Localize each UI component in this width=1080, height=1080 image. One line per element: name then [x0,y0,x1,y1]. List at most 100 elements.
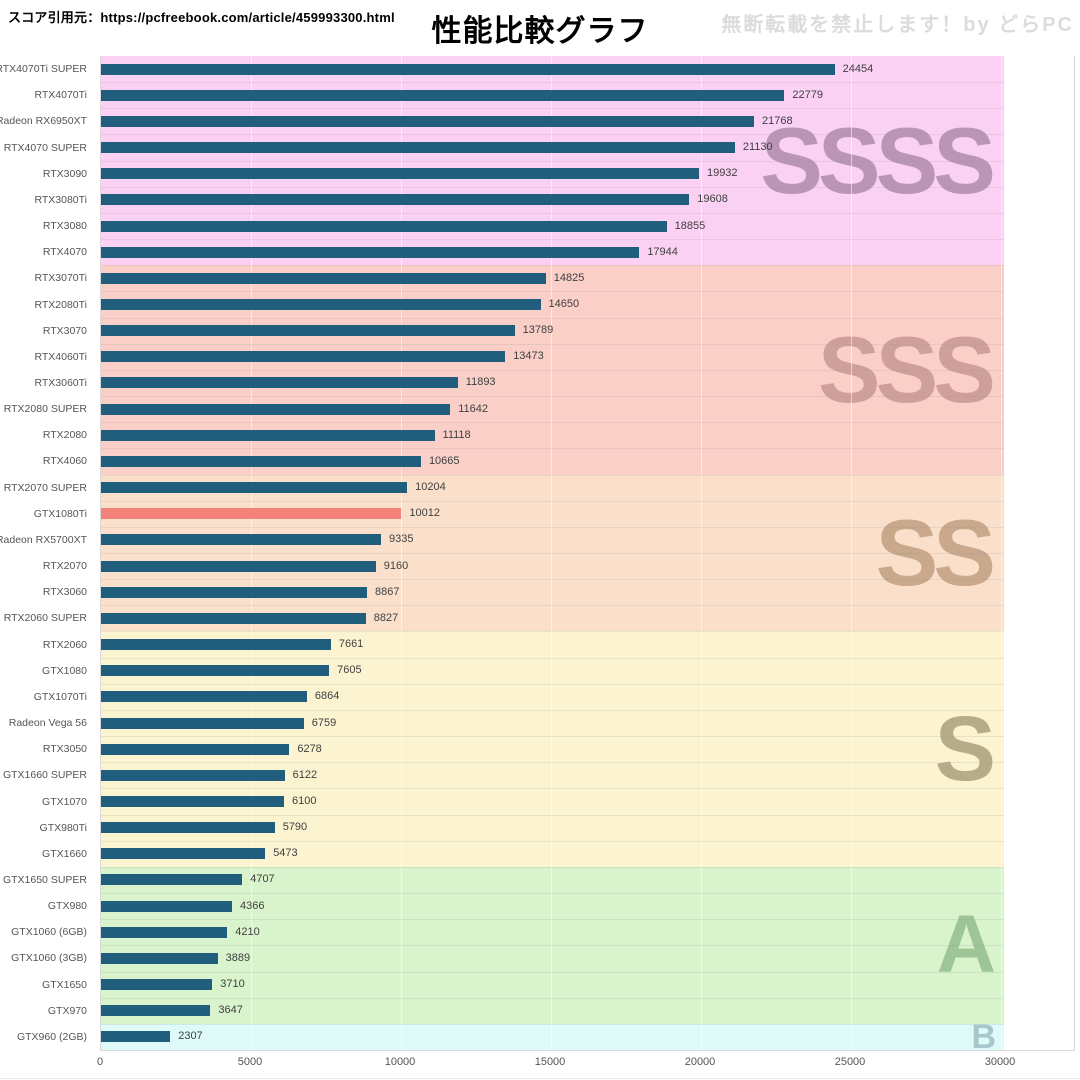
source-citation: スコア引用元：https://pcfreebook.com/article/45… [8,10,395,25]
value-bar [101,691,307,703]
category-label: RTX3080Ti [34,193,87,206]
value-label: 13789 [522,324,554,337]
value-bar [101,220,667,232]
row-separator [101,893,1004,895]
category-label: RTX2060 SUPER [3,612,87,625]
value-label: 21130 [742,141,773,154]
row-separator [101,605,1004,607]
category-label: RTX2070 SUPER [3,481,87,494]
value-label: 6122 [292,768,318,781]
value-bar [101,769,285,781]
gridline-x-20000 [701,56,702,1050]
value-bar [101,874,243,886]
x-axis: 0 5000 10000 15000 20000 25000 30000 [0,1052,1080,1076]
row-separator [101,579,1004,581]
category-label: RTX4070Ti [34,89,87,102]
value-label: 6864 [314,690,340,703]
value-label: 24454 [842,62,874,75]
row-separator [101,762,1004,764]
value-bar [101,246,640,258]
value-label: 2307 [178,1030,203,1043]
value-label: 14650 [548,298,580,310]
value-bar [101,482,408,494]
value-bar [101,508,402,520]
value-label: 5473 [273,847,298,860]
row-separator [101,683,1004,685]
value-label: 19932 [706,167,738,180]
gridline-x-15000 [551,56,552,1050]
value-label: 11118 [442,428,471,441]
value-label: 6100 [292,795,317,807]
row-separator [101,840,1004,842]
category-label: Radeon RX5700XT [0,533,87,546]
value-bar [101,377,458,389]
chart-title: 性能比較グラフ [431,15,649,48]
value-label: 6278 [297,742,322,755]
category-label: RTX3050 [42,743,87,756]
x-tick-label: 10000 [384,1056,416,1068]
value-bar [101,586,367,598]
category-label: RTX2080Ti [34,298,87,311]
tier-letter-SS: SS [875,499,996,605]
tier-letter-SSSS: SSSS [760,107,996,213]
category-label: GTX1080Ti [33,507,87,520]
row-separator [101,1023,1004,1025]
category-label: GTX980 [47,900,87,913]
value-label: 7605 [337,664,362,677]
category-label: RTX2060 [42,638,87,651]
value-bar [101,272,546,284]
category-label: RTX3090 [42,167,87,180]
category-label: Radeon Vega 56 [8,717,87,730]
value-label: 10204 [415,481,446,494]
category-label: RTX4070Ti SUPER [0,63,87,76]
row-separator [101,709,1004,711]
value-label: 9160 [383,559,409,572]
category-label: RTX4060 [42,455,87,468]
category-label: GTX1660 [42,847,87,860]
value-label: 14825 [553,271,585,284]
value-bar [101,1005,211,1017]
row-separator [101,186,1004,188]
value-label: 8827 [373,611,399,624]
tier-letter-SSS: SSS [817,316,996,422]
row-separator [101,631,1004,633]
value-label: 8867 [375,585,400,598]
row-separator [101,500,1004,502]
category-label: RTX3060 [42,586,87,599]
value-bar [101,822,275,834]
value-bar [101,115,755,127]
category-label: RTX3060Ti [34,376,87,389]
value-label: 10012 [409,507,440,520]
value-label: 3889 [225,951,251,964]
category-label: GTX1060 (6GB) [11,926,87,939]
category-axis: RTX4070Ti SUPER RTX4070Ti Radeon RX6950XT R… [0,56,94,1050]
row-separator [101,997,1004,999]
value-label: 5790 [282,821,308,834]
gridline-x-25000 [851,56,852,1050]
gridline-x-10000 [401,56,402,1050]
row-separator [101,134,1004,136]
value-label: 22779 [792,88,823,101]
gridline-x-5000 [251,56,252,1050]
value-label: 19608 [697,193,728,206]
row-separator [101,82,1004,84]
category-label: GTX1070 [42,795,87,808]
category-label: RTX4070 SUPER [3,141,87,154]
value-bar [101,926,228,938]
category-label: GTX980Ti [39,821,87,834]
value-label: 11642 [458,402,489,415]
value-label: 7661 [338,638,364,651]
value-label: 3647 [218,1004,243,1017]
row-separator [101,736,1004,738]
row-separator [101,866,1004,868]
tier-letter-S: S [934,698,996,801]
value-bar [101,455,421,467]
row-separator [101,474,1004,476]
x-tick-label: 0 [96,1056,104,1068]
gridline-x-30000 [1001,56,1002,1050]
x-tick-label: 30000 [984,1056,1016,1068]
row-separator [101,422,1004,424]
category-label: GTX1650 [42,978,87,991]
category-label: GTX1070Ti [33,690,87,703]
value-bar [101,325,515,337]
